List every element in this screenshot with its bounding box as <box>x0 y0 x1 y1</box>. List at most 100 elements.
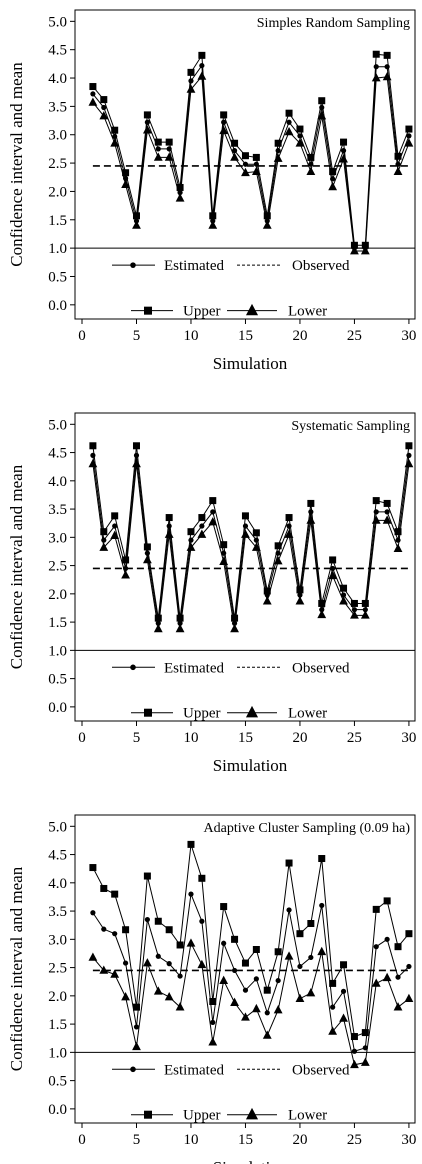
panel-2-estimated-point <box>199 523 205 529</box>
panel-1-lower-point <box>350 246 359 255</box>
panel-2-lower-point <box>88 458 98 468</box>
panel-2-lower-point <box>262 596 272 605</box>
panel-3-upper-point <box>318 855 326 863</box>
panel-3-estimated-point <box>155 953 161 959</box>
panel-3-upper-point <box>122 926 130 934</box>
panel-2-upper-line <box>92 445 410 619</box>
panel-2-upper-point <box>209 497 217 505</box>
panel-1-estimated-point <box>406 133 412 139</box>
panel-3-upper-point <box>383 897 391 905</box>
panel-3-upper-point <box>241 959 249 967</box>
panel-2-lower-point <box>197 529 207 538</box>
panel-1-lower-point <box>339 154 348 163</box>
panel-3-xtick-label: 30 <box>401 1132 416 1148</box>
panel-1-lower-point <box>164 152 174 161</box>
panel-1-lower-point <box>251 166 261 175</box>
panel-1-lower-point <box>153 152 163 161</box>
panel-2-upper-point <box>263 587 271 595</box>
panel-3-upper-point <box>263 986 271 994</box>
panel-1-ytick-label: 4.5 <box>48 43 67 59</box>
panel-2-ytick-label: 4.0 <box>48 474 67 490</box>
panel-3-lower-point <box>142 958 152 967</box>
panel-3-lower-point <box>208 1037 218 1046</box>
panel-1-estimated-point <box>340 148 347 154</box>
panel-3-lower-point <box>186 938 196 947</box>
panel-1-upper-point <box>231 139 239 147</box>
panel-1-lower-point <box>262 220 272 229</box>
panel-3-estimated-point <box>231 967 238 974</box>
panel-1-xtick-label: 30 <box>401 328 416 344</box>
panel-3-lower-point <box>251 1003 261 1013</box>
panel-3-lower-point <box>164 992 174 1001</box>
panel-1-lower-point <box>306 166 316 175</box>
panel-1-lower-point <box>99 111 109 120</box>
panel-2-upper-point <box>274 542 282 550</box>
panel-2-upper-point <box>165 514 173 522</box>
panel-2-upper-point <box>176 614 184 622</box>
panel-2-upper-point <box>405 442 413 450</box>
panel-2-upper-point <box>89 442 97 450</box>
panel-2-upper-point <box>100 528 108 536</box>
panel-2-lower-point <box>175 623 185 633</box>
panel-3-upper-point <box>394 943 402 951</box>
panel-1-upper-point <box>220 111 228 119</box>
panel-1-upper-point <box>329 168 337 176</box>
panel-1-legend-lower-label: Lower <box>288 304 327 320</box>
panel-3-upper-point <box>372 905 380 913</box>
panel-3-upper-point <box>340 961 348 969</box>
panel-3-upper-point <box>296 930 304 938</box>
panel-1-upper-point <box>89 83 97 91</box>
panel-2-upper-point <box>383 499 391 507</box>
panel-3-ytick-label: 5.0 <box>48 819 67 835</box>
panel-3-ytick-label: 0.5 <box>48 1074 67 1090</box>
panel-2-xtick-label: 20 <box>292 730 307 746</box>
panel-1-upper-point <box>405 125 413 133</box>
panel-3-upper-point <box>329 979 337 987</box>
panel-2-lower-point <box>219 556 229 565</box>
panel-1-legend-lower-marker <box>245 303 259 316</box>
panel-2-ytick-label: 4.5 <box>48 446 67 462</box>
panel-3-xtick-label: 25 <box>347 1132 362 1148</box>
panel-3-legend-upper-label: Upper <box>183 1108 221 1124</box>
panel-1-legend-upper-marker <box>144 306 152 315</box>
panel-3-lower-point <box>328 1026 338 1035</box>
panel-1-upper-point <box>274 139 282 147</box>
panel-3-upper-line <box>92 844 410 1038</box>
panel-2-upper-point <box>198 514 206 522</box>
panel-2-ytick-label: 1.5 <box>48 615 67 631</box>
panel-1-estimated-point <box>373 64 379 70</box>
panel-1-ytick-label: 3.5 <box>48 99 67 115</box>
panel-3-ytick-label: 3.5 <box>48 904 67 920</box>
panel-3-upper-point <box>274 948 282 956</box>
panel-1-estimated-point <box>155 146 161 152</box>
panel-1-upper-point <box>307 153 315 161</box>
panel-1-upper-point <box>285 109 293 117</box>
panel-1-upper-point <box>263 212 271 220</box>
panel-1-upper-point <box>154 138 162 146</box>
panel-2-estimated-point <box>308 509 314 515</box>
panel-3-upper-point <box>154 917 162 925</box>
panel-1-legend-estimated-label: Estimated <box>164 258 224 274</box>
panel-2-legend: Estimated Observed Upper Lower <box>112 660 350 722</box>
panel-3-estimated-line <box>92 892 410 1052</box>
panel-1-estimated-point <box>242 161 249 167</box>
panel-3-estimated-point <box>406 963 412 970</box>
panel-2-lower-point <box>230 623 239 633</box>
panel-3-ylabel: Confidence interval and mean <box>7 866 26 1071</box>
panel-3-lower-point <box>360 1057 370 1066</box>
panel-3-estimated-point <box>242 987 249 993</box>
panel-1-estimated-point <box>286 119 292 125</box>
panel-1-lower-point <box>273 153 283 162</box>
panel-1-upper-point <box>350 241 358 249</box>
panel-2-lower-point <box>99 542 109 551</box>
panel-3-upper-point <box>187 840 195 848</box>
panel-2-ytick-label: 2.0 <box>48 587 67 603</box>
panel-2-estimated-point <box>144 550 150 556</box>
panel-2-estimated-point <box>242 523 249 529</box>
panel-1-upper-point <box>176 183 184 191</box>
panel-3-upper-point <box>143 872 151 880</box>
panel-1-upper-point <box>122 169 130 177</box>
panel-1-lower-point <box>175 193 185 202</box>
panel-3-upper-point <box>231 935 239 943</box>
panel-3-estimated-point <box>101 926 107 932</box>
